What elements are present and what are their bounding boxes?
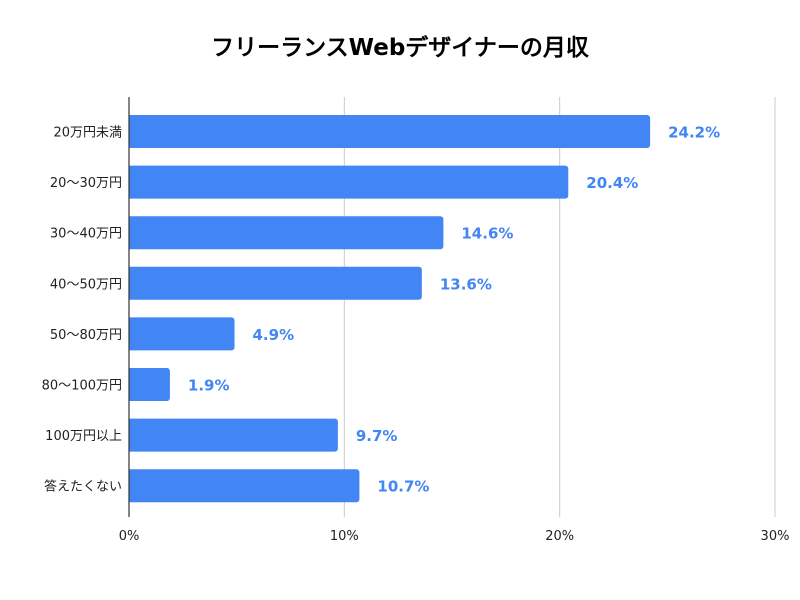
- data-label: 4.9%: [253, 326, 295, 344]
- x-tick-label: 30%: [761, 529, 790, 544]
- bar: [129, 216, 444, 250]
- category-label: 100万円以上: [45, 429, 122, 444]
- category-label: 30〜40万円: [50, 227, 122, 242]
- x-tick-label: 20%: [545, 529, 574, 544]
- x-tick-label: 0%: [119, 529, 140, 544]
- data-label: 24.2%: [668, 124, 720, 142]
- x-tick-label: 10%: [330, 529, 359, 544]
- bar: [129, 418, 338, 452]
- category-label: 40〜50万円: [50, 277, 122, 292]
- data-label: 1.9%: [188, 377, 230, 395]
- bar: [129, 469, 360, 503]
- category-label: 80〜100万円: [42, 379, 122, 394]
- data-label: 20.4%: [586, 174, 638, 192]
- chart-title: フリーランスWebデザイナーの月収: [211, 35, 589, 61]
- bar: [129, 266, 422, 300]
- category-label: 20〜30万円: [50, 176, 122, 191]
- data-label: 13.6%: [440, 275, 492, 293]
- bar: [129, 368, 170, 401]
- bar: [129, 165, 569, 199]
- category-label: 20万円未満: [53, 126, 122, 141]
- data-label: 14.6%: [461, 225, 513, 243]
- bar: [129, 317, 235, 351]
- bar: [129, 115, 651, 148]
- data-label: 10.7%: [377, 478, 429, 496]
- category-label: 50〜80万円: [50, 328, 122, 343]
- data-label: 9.7%: [356, 427, 398, 445]
- category-label: 答えたくない: [44, 479, 122, 495]
